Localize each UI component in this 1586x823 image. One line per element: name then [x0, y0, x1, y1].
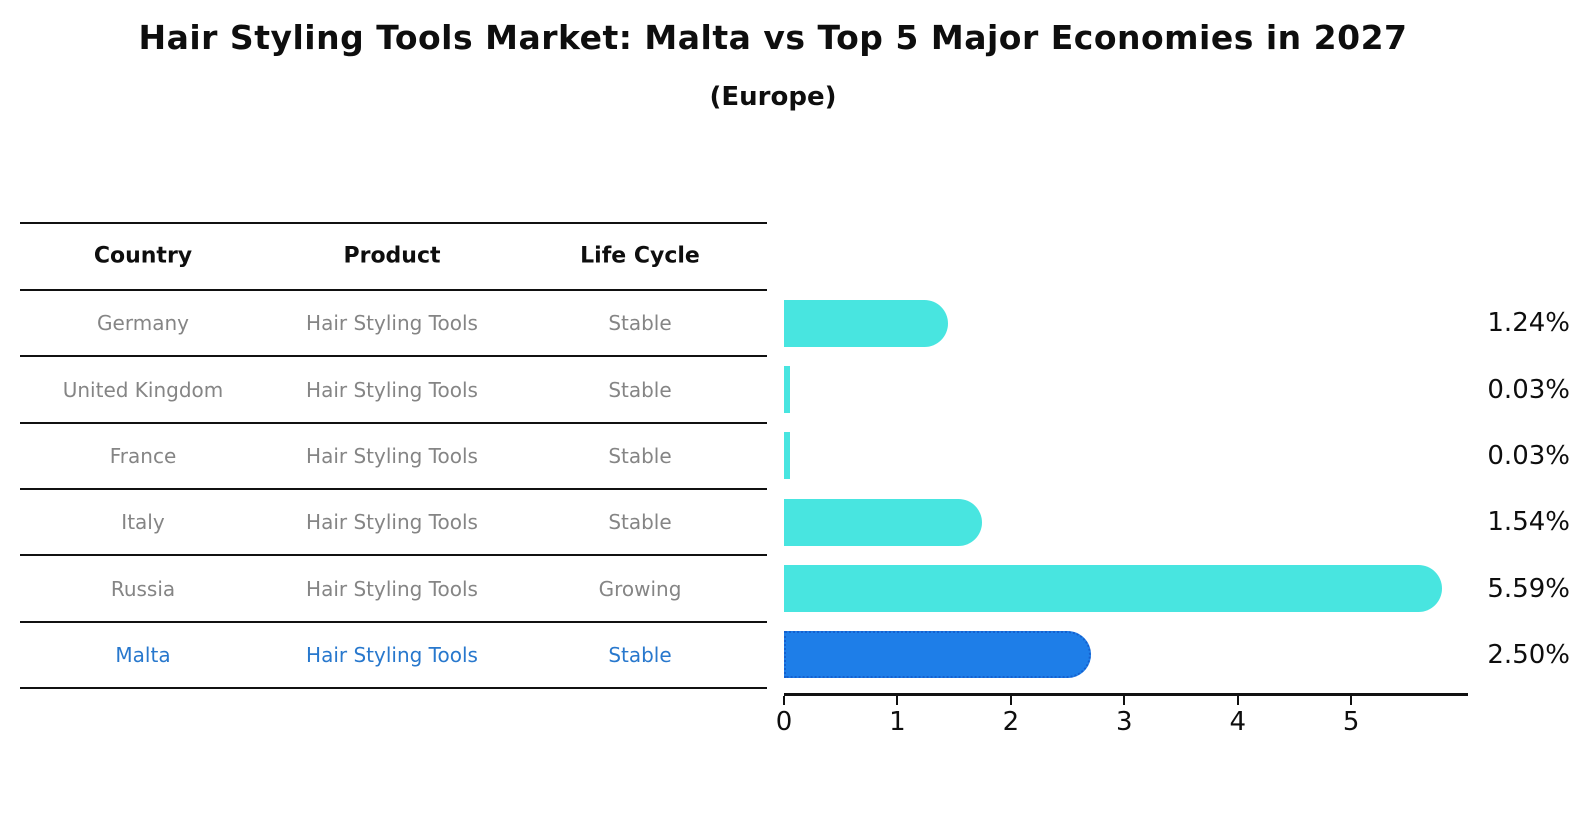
- table-cell-life-cycle-germany: Stable: [608, 311, 672, 336]
- table-cell-country-united-kingdom: United Kingdom: [62, 377, 224, 402]
- table-cell-country-france: France: [109, 443, 177, 468]
- table-cell-product-italy: Hair Styling Tools: [306, 510, 478, 535]
- x-tick-3: [1123, 696, 1126, 705]
- table-cell-life-cycle-france: Stable: [608, 443, 672, 468]
- table-header-life-cycle: Life Cycle: [580, 243, 700, 269]
- table-cell-product-russia: Hair Styling Tools: [306, 576, 478, 601]
- table-cell-product-united-kingdom: Hair Styling Tools: [306, 377, 478, 402]
- x-tick-5: [1350, 696, 1353, 705]
- x-tick-label-0: 0: [775, 707, 793, 737]
- table-cell-country-malta: Malta: [115, 642, 171, 667]
- chart-subtitle: (Europe): [709, 82, 837, 112]
- chart-title: Hair Styling Tools Market: Malta vs Top …: [138, 18, 1408, 57]
- table-cell-country-germany: Germany: [97, 311, 189, 336]
- x-tick-4: [1236, 696, 1239, 705]
- x-tick-label-4: 4: [1229, 707, 1246, 737]
- x-tick-1: [896, 696, 899, 705]
- bar-malta: [784, 631, 1092, 679]
- table-cell-country-italy: Italy: [121, 510, 165, 535]
- x-tick-2: [1009, 696, 1012, 705]
- x-tick-label-5: 5: [1342, 707, 1360, 737]
- table-header-country: Country: [93, 243, 193, 269]
- bar-italy: [784, 498, 983, 546]
- table-header-divider: [20, 289, 767, 291]
- table-cell-product-malta: Hair Styling Tools: [306, 642, 478, 667]
- bar-russia: [784, 565, 1442, 612]
- value-label-germany: 1.24%: [1487, 308, 1570, 339]
- x-tick-0: [783, 696, 785, 705]
- table-top-line: [20, 222, 767, 224]
- table-cell-life-cycle-russia: Growing: [598, 576, 682, 601]
- table-cell-life-cycle-italy: Stable: [608, 510, 672, 535]
- table-row-divider: [20, 355, 767, 358]
- value-label-italy: 1.54%: [1487, 507, 1570, 538]
- x-axis-line: [784, 693, 1468, 696]
- x-tick-label-1: 1: [889, 707, 906, 737]
- table-row-divider: [20, 620, 767, 623]
- table-row-divider: [20, 554, 767, 557]
- bar-germany: [784, 299, 949, 347]
- x-tick-label-2: 2: [1002, 707, 1020, 737]
- table-cell-life-cycle-malta: Stable: [608, 642, 672, 667]
- bar-united-kingdom: [784, 366, 790, 413]
- table-cell-life-cycle-united-kingdom: Stable: [608, 377, 672, 402]
- table-row-divider: [20, 687, 767, 689]
- value-label-malta: 2.50%: [1487, 639, 1570, 670]
- value-label-russia: 5.59%: [1487, 573, 1570, 604]
- x-tick-label-3: 3: [1116, 707, 1133, 737]
- table-row-divider: [20, 421, 767, 424]
- table-header-product: Product: [343, 243, 441, 269]
- table-row-divider: [20, 488, 767, 490]
- table-cell-product-france: Hair Styling Tools: [306, 443, 478, 468]
- table-cell-country-russia: Russia: [110, 576, 176, 601]
- value-label-france: 0.03%: [1487, 440, 1570, 471]
- table-cell-product-germany: Hair Styling Tools: [306, 311, 478, 336]
- value-label-united-kingdom: 0.03%: [1487, 374, 1570, 405]
- bar-france: [784, 432, 790, 480]
